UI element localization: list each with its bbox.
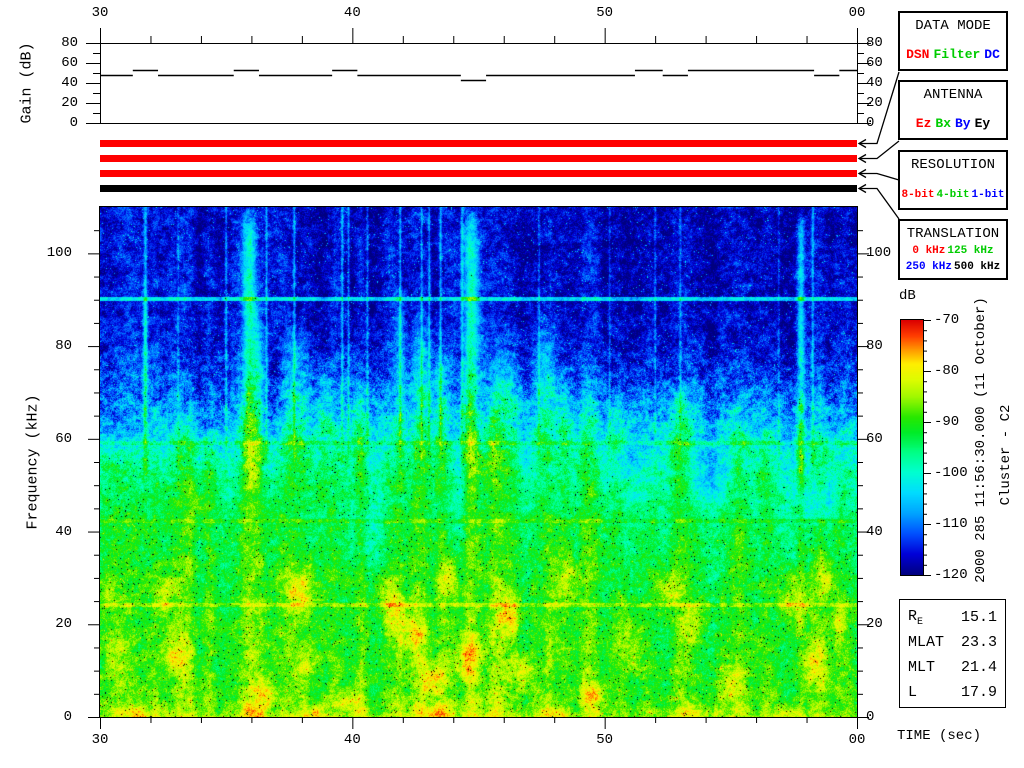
colorbar-tick-label: -120 <box>934 567 968 583</box>
x-tick-label-bottom: 40 <box>343 732 361 748</box>
ephemeris-row: MLT 21.4 <box>908 655 997 680</box>
frequency-axis-title: Frequency (kHz) <box>24 394 42 530</box>
ephemeris-label: L <box>908 684 918 701</box>
ephemeris-value: 15.1 <box>960 609 997 626</box>
freq-tick-label-right: 60 <box>866 430 883 447</box>
gain-tick-label-left: 0 <box>69 115 78 131</box>
colorbar-tick-label: -90 <box>934 414 960 430</box>
option-250-khz: 250 kHz <box>905 261 952 273</box>
freq-tick-label-right: 100 <box>866 245 892 262</box>
x-tick-label-bottom: 00 <box>848 732 866 748</box>
translation-options: 0 kHz 125 kHz 250 kHz 500 kHz <box>905 242 1001 274</box>
freq-tick-label-right: 20 <box>866 616 883 633</box>
gain-tick-label-right: 20 <box>866 95 883 111</box>
gain-tick-label-left: 20 <box>61 95 78 111</box>
option-1-bit: 1-bit <box>971 189 1005 201</box>
ephemeris-label: RE <box>908 607 924 628</box>
translation-title: TRANSLATION <box>906 226 1000 242</box>
option-dsn: DSN <box>906 47 930 62</box>
gain-tick-label-left: 40 <box>61 75 78 91</box>
freq-tick-label-right: 0 <box>866 709 875 725</box>
ephemeris-value: 23.3 <box>960 634 997 651</box>
ephemeris-value: 17.9 <box>960 684 997 701</box>
freq-tick-label-right: 80 <box>866 338 883 355</box>
x-tick-label-top: 50 <box>596 5 614 21</box>
gain-tick-label-left: 80 <box>61 35 78 51</box>
status-bar-resolution <box>100 170 857 177</box>
data-mode-title: DATA MODE <box>915 18 991 34</box>
ephemeris-label: MLT <box>908 659 936 676</box>
option-bx: Bx <box>935 116 951 131</box>
gain-tick-label-right: 0 <box>866 115 875 131</box>
ephemeris-row: RE 15.1 <box>908 605 997 630</box>
gain-tick-label-right: 40 <box>866 75 883 91</box>
freq-tick-label-left: 100 <box>46 245 72 262</box>
x-tick-label-top: 40 <box>343 5 361 21</box>
ephemeris-value: 21.4 <box>960 659 997 676</box>
colorbar-tick-label: -70 <box>934 312 960 328</box>
ephemeris-row: MLAT 23.3 <box>908 630 997 655</box>
translation-box: TRANSLATION 0 kHz 125 kHz 250 kHz 500 kHz <box>898 219 1008 280</box>
spectrogram-heatmap <box>100 207 857 717</box>
option-500-khz: 500 kHz <box>954 261 1001 273</box>
antenna-title: ANTENNA <box>923 87 983 103</box>
data-mode-box: DATA MODE DSN Filter DC <box>898 11 1008 71</box>
freq-tick-label-left: 60 <box>55 430 72 447</box>
resolution-options: 8-bit 4-bit 1-bit <box>900 189 1005 201</box>
ephemeris-box: RE 15.1 MLAT 23.3 MLT 21.4 L 17.9 <box>899 599 1006 708</box>
timestamp-vertical-label: 2000 285 11:56:30.000 (11 October) <box>973 297 989 583</box>
colorbar-unit-label: dB <box>899 288 916 304</box>
freq-tick-label-left: 40 <box>55 523 72 540</box>
time-axis-title: TIME (sec) <box>897 728 982 744</box>
option-8-bit: 8-bit <box>901 189 935 201</box>
resolution-title: RESOLUTION <box>910 157 995 173</box>
resolution-box: RESOLUTION 8-bit 4-bit 1-bit <box>898 150 1008 210</box>
option-by: By <box>955 116 971 131</box>
ephemeris-label: MLAT <box>908 634 945 651</box>
ephemeris-row: L 17.9 <box>908 680 997 705</box>
antenna-options: Ez Bx By Ey <box>914 116 992 131</box>
antenna-box: ANTENNA Ez Bx By Ey <box>898 80 1008 140</box>
x-tick-label-bottom: 30 <box>91 732 109 748</box>
option-filter: Filter <box>933 47 981 62</box>
option-0-khz: 0 kHz <box>912 245 946 257</box>
x-tick-label-bottom: 50 <box>596 732 614 748</box>
status-bar-translation <box>100 185 857 192</box>
x-tick-label-top: 00 <box>848 5 866 21</box>
colorbar-tick-label: -100 <box>934 465 968 481</box>
option-4-bit: 4-bit <box>936 189 970 201</box>
x-tick-label-top: 30 <box>91 5 109 21</box>
freq-tick-label-left: 80 <box>55 338 72 355</box>
option-125-khz: 125 kHz <box>947 245 994 257</box>
option-ey: Ey <box>974 116 991 131</box>
freq-tick-label-right: 40 <box>866 523 883 540</box>
freq-tick-label-left: 0 <box>63 709 72 725</box>
data-mode-options: DSN Filter DC <box>904 47 1002 62</box>
freq-tick-label-left: 20 <box>55 616 72 633</box>
colorbar-tick-label: -110 <box>934 516 968 532</box>
option-ez: Ez <box>915 116 932 131</box>
option-dc: DC <box>984 47 1000 62</box>
gain-axis-title: Gain (dB) <box>18 42 36 124</box>
spacecraft-vertical-label: Cluster - C2 <box>998 404 1014 506</box>
gain-tick-label-left: 60 <box>61 55 78 71</box>
colorbar-tick-label: -80 <box>934 363 960 379</box>
status-bar-data-mode <box>100 140 857 147</box>
status-bar-antenna <box>100 155 857 162</box>
gain-tick-label-right: 60 <box>866 55 883 71</box>
gain-tick-label-right: 80 <box>866 35 883 51</box>
colorbar-gradient <box>901 320 923 575</box>
